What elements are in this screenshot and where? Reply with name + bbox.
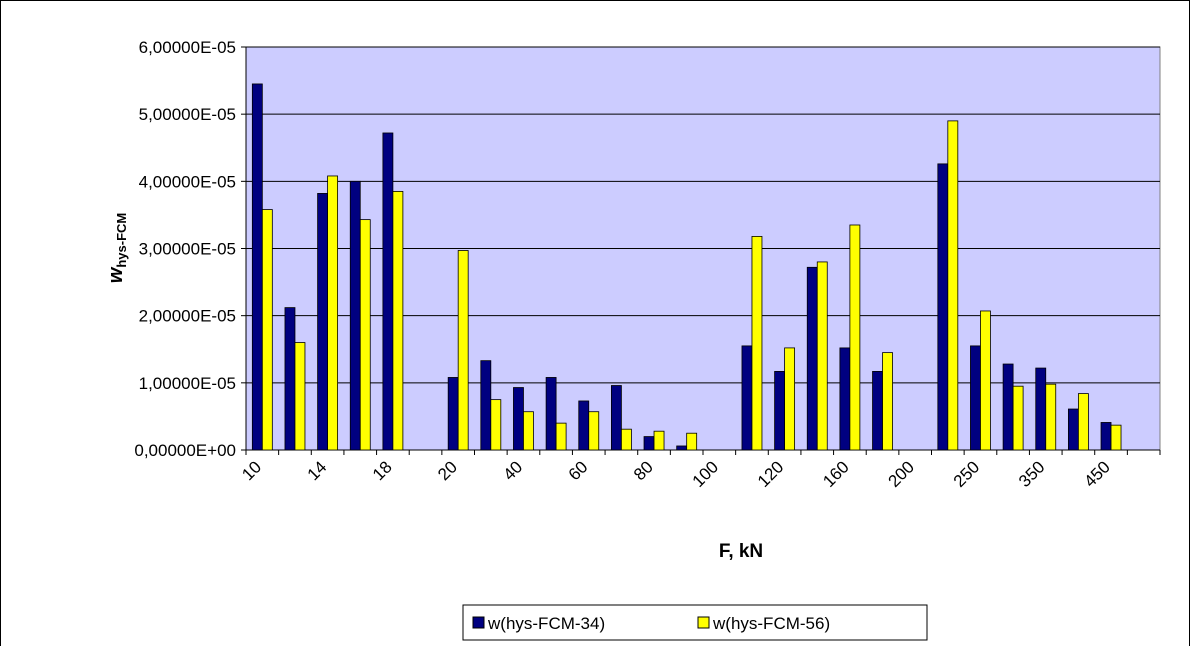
bar: [261, 209, 273, 451]
bar: [882, 352, 893, 451]
bar: [490, 399, 502, 451]
bar: [447, 377, 459, 451]
y-tick-label: 0,00000E+00: [134, 441, 236, 460]
bar: [588, 411, 600, 451]
bar: [545, 377, 557, 451]
bar: [620, 428, 632, 451]
bar: [970, 345, 981, 451]
legend: [462, 604, 928, 641]
bar: [294, 342, 306, 451]
bar: [382, 132, 394, 451]
bar: [1077, 393, 1089, 451]
bar: [392, 191, 404, 451]
x-axis-label: F, kN: [719, 541, 763, 562]
y-axis-label: whys-FCM: [105, 213, 129, 283]
bar: [1045, 383, 1057, 451]
bar: [523, 411, 534, 451]
bar: [513, 387, 524, 451]
bar: [643, 436, 655, 451]
bar: [578, 400, 590, 451]
bar: [686, 432, 698, 451]
bar: [653, 430, 665, 451]
bar: [839, 347, 851, 451]
y-tick-label: 4,00000E-05: [139, 172, 236, 191]
bar: [1035, 367, 1047, 451]
bar: [1110, 424, 1122, 451]
y-tick-label: 3,00000E-05: [139, 240, 236, 259]
bar: [751, 236, 763, 451]
bar: [480, 360, 492, 451]
bar: [1067, 408, 1079, 451]
bar: [816, 261, 828, 451]
bar: [806, 266, 818, 451]
bar: [555, 422, 567, 451]
bar: [457, 250, 469, 451]
y-label-main: w: [105, 266, 127, 283]
bar: [676, 445, 688, 451]
y-tick-label: 1,00000E-05: [139, 374, 236, 393]
bar: [251, 83, 263, 451]
bar: [849, 224, 861, 451]
bar: [1002, 363, 1014, 451]
bar: [980, 310, 991, 451]
bar: [610, 385, 622, 451]
bar: [317, 193, 329, 451]
bar: [1012, 385, 1024, 451]
bar: [872, 371, 883, 451]
legend-swatch: [697, 616, 710, 629]
bar: [774, 371, 786, 451]
legend-swatch: [472, 616, 485, 629]
bar: [284, 307, 296, 451]
bar: [784, 347, 796, 451]
y-label-sub: hys-FCM: [114, 213, 129, 268]
legend-label: w(hys-FCM-34): [487, 614, 605, 633]
y-tick-label: 5,00000E-05: [139, 105, 236, 124]
y-tick-label: 2,00000E-05: [139, 307, 236, 326]
bar: [1100, 422, 1112, 451]
bar: [359, 219, 371, 451]
bar: [947, 120, 959, 451]
bar: [741, 345, 753, 451]
legend-label: w(hys-FCM-56): [712, 614, 830, 633]
y-tick-label: 6,00000E-05: [139, 38, 236, 57]
bar: [349, 180, 361, 451]
bar: [327, 175, 339, 451]
bar: [937, 163, 949, 451]
